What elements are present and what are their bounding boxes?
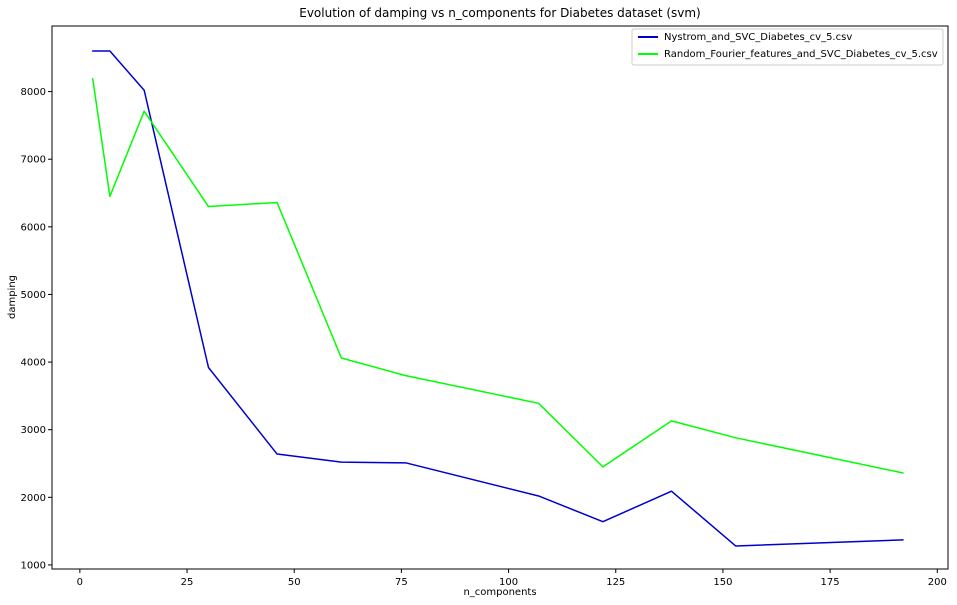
- x-tick-label: 200: [928, 577, 947, 588]
- x-tick-label: 75: [395, 577, 408, 588]
- x-tick-label: 175: [821, 577, 840, 588]
- x-axis-label: n_components: [463, 587, 536, 598]
- x-tick-label: 0: [77, 577, 83, 588]
- series-line-nystrom: [91, 50, 904, 547]
- x-axis: 0 25 50 75 100 125 150 175 200: [77, 569, 947, 588]
- y-tick-label: 2000: [21, 493, 46, 504]
- y-tick-label: 4000: [21, 358, 46, 369]
- x-tick-label: 25: [181, 577, 194, 588]
- x-tick-label: 50: [288, 577, 301, 588]
- plot-area: 0 25 50 75 100 125 150 175 200 1000 2000 3000 4000 5…: [21, 25, 949, 588]
- y-axis-label: damping: [7, 275, 18, 319]
- y-tick-label: 7000: [21, 155, 46, 166]
- legend-label-nystrom: Nystrom_and_SVC_Diabetes_cv_5.csv: [664, 32, 852, 43]
- plot-frame: [51, 25, 949, 570]
- y-tick-label: 8000: [21, 87, 46, 98]
- series-line-random-fourier: [91, 77, 904, 474]
- y-tick-label: 3000: [21, 425, 46, 436]
- y-tick-label: 6000: [21, 222, 46, 233]
- x-tick-label: 125: [606, 577, 625, 588]
- legend: Nystrom_and_SVC_Diabetes_cv_5.csv Random…: [631, 28, 944, 66]
- y-tick-label: 5000: [21, 290, 46, 301]
- legend-box: [631, 28, 944, 66]
- x-tick-label: 100: [499, 577, 518, 588]
- y-tick-label: 1000: [21, 560, 46, 571]
- legend-label-random-fourier: Random_Fourier_features_and_SVC_Diabetes…: [664, 49, 938, 60]
- y-axis: 1000 2000 3000 4000 5000 6000 7000 8000: [21, 87, 52, 571]
- series-layer: [91, 50, 904, 547]
- x-tick-label: 150: [713, 577, 732, 588]
- chart-title: Evolution of damping vs n_components for…: [299, 6, 701, 20]
